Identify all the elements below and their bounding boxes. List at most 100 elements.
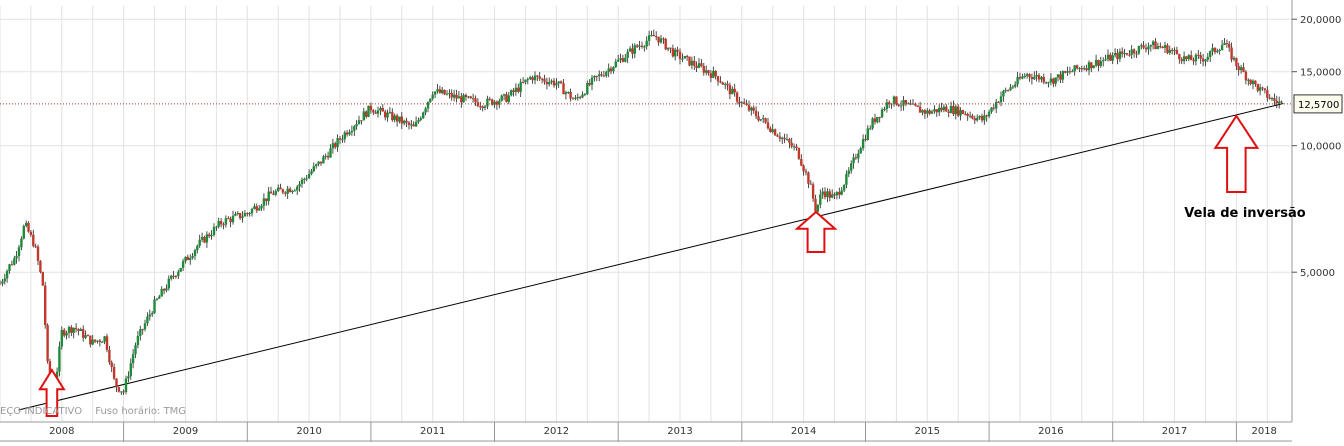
candle-down <box>1244 71 1248 81</box>
candle-down <box>98 340 102 342</box>
candle-down <box>279 187 282 190</box>
candle-down <box>1235 57 1238 67</box>
candle-down <box>747 104 751 111</box>
candle-up <box>638 45 641 47</box>
candle-up <box>248 213 251 215</box>
candle-up <box>153 299 156 314</box>
candle-up <box>1223 43 1226 46</box>
candle-up <box>840 190 843 195</box>
candle-down <box>678 51 682 59</box>
candle-up <box>792 146 796 148</box>
candle-up <box>8 264 11 271</box>
candle-down <box>488 98 491 100</box>
candle-up <box>876 117 879 123</box>
candle-up <box>1009 87 1012 91</box>
candle-down <box>752 107 755 111</box>
candle-down <box>992 107 995 109</box>
candle-up <box>436 89 439 92</box>
candle-down <box>474 98 477 103</box>
candle-down <box>600 74 603 76</box>
candle-down <box>1121 51 1124 54</box>
candle-down <box>1197 54 1200 56</box>
candle-down <box>491 99 494 105</box>
candle-up <box>740 102 743 104</box>
candle-up <box>341 139 344 141</box>
candle-down <box>374 112 377 114</box>
candle-up <box>1270 98 1274 100</box>
candle-up <box>486 98 489 107</box>
candle-up <box>581 94 584 98</box>
candle-up <box>750 107 753 111</box>
candle-down <box>89 335 92 345</box>
candle-up <box>942 106 946 111</box>
candle-up <box>5 271 9 279</box>
x-tick-label: 2017 <box>1162 426 1187 437</box>
candle-up <box>260 205 263 209</box>
candle-up <box>355 124 358 127</box>
candle-down <box>571 98 575 100</box>
candle-down <box>1068 71 1072 73</box>
candle-down <box>918 106 922 113</box>
candle-down <box>1135 53 1138 55</box>
candle-up <box>674 49 677 57</box>
candle-down <box>1144 47 1148 50</box>
candle-up <box>1099 61 1102 66</box>
candle-up <box>286 188 289 194</box>
candle-up <box>850 163 853 171</box>
candle-up <box>84 335 87 338</box>
candle-up <box>826 191 829 198</box>
candle-down <box>923 110 927 114</box>
candle-up <box>22 226 25 239</box>
candle-down <box>631 48 634 54</box>
candle-down <box>538 76 541 79</box>
candle-up <box>167 278 170 289</box>
candle-up <box>643 46 646 48</box>
footer-indicative-label: EÇO INDICATIVO <box>0 406 83 417</box>
candle-down <box>716 76 720 82</box>
candle-down <box>1268 97 1271 99</box>
candle-down <box>833 194 836 196</box>
candle-up <box>103 336 106 342</box>
candle-down <box>952 105 955 115</box>
candle-down <box>105 336 109 350</box>
candle-down <box>521 82 525 84</box>
candle-down <box>738 101 741 104</box>
candle-up <box>995 101 998 109</box>
candle-up <box>1258 87 1262 91</box>
candle-up <box>13 258 16 265</box>
candle-up <box>1204 59 1207 62</box>
candle-up <box>507 95 510 102</box>
candle-up <box>498 100 501 105</box>
candle-up <box>852 157 855 164</box>
candle-down <box>552 80 556 86</box>
candle-down <box>1125 53 1129 55</box>
candle-down <box>255 206 258 211</box>
candle-up <box>907 103 910 105</box>
annotation-arrows <box>38 114 1260 417</box>
candle-up <box>307 174 311 179</box>
x-tick-label: 2012 <box>544 426 569 437</box>
candle-down <box>685 56 689 57</box>
candle-up <box>1106 54 1110 60</box>
y-tick-label: 15,0000 <box>1300 68 1341 79</box>
candle-up <box>431 94 434 99</box>
candle-down <box>1228 43 1231 48</box>
candle-up <box>892 96 896 104</box>
candle-up <box>1239 67 1243 71</box>
candle-down <box>479 106 482 108</box>
candle-down <box>70 327 73 333</box>
candle-up <box>312 166 315 172</box>
candle-up <box>315 164 318 167</box>
candle-up <box>386 112 389 118</box>
candle-down <box>714 70 717 77</box>
candle-up <box>212 227 216 235</box>
candle-up <box>816 204 820 212</box>
candle-down <box>174 276 178 277</box>
candle-down <box>74 327 78 330</box>
candle-up <box>3 278 6 282</box>
candle-up <box>861 139 865 149</box>
candle-up <box>324 155 327 157</box>
candle-up <box>869 128 872 130</box>
x-tick-label: 2015 <box>915 426 940 437</box>
candle-down <box>1116 53 1119 60</box>
